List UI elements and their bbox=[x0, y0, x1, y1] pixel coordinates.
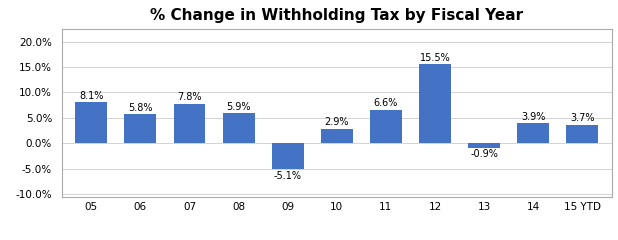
Text: 6.6%: 6.6% bbox=[374, 98, 398, 108]
Text: 2.9%: 2.9% bbox=[324, 117, 349, 127]
Text: 15.5%: 15.5% bbox=[420, 53, 451, 63]
Text: -0.9%: -0.9% bbox=[470, 150, 498, 159]
Bar bbox=[468, 143, 500, 148]
Bar bbox=[124, 114, 156, 143]
Text: 5.8%: 5.8% bbox=[128, 102, 153, 113]
Text: 3.7%: 3.7% bbox=[570, 113, 595, 123]
Bar bbox=[566, 125, 598, 143]
Text: 7.8%: 7.8% bbox=[177, 92, 201, 102]
Bar bbox=[517, 124, 549, 143]
Title: % Change in Withholding Tax by Fiscal Year: % Change in Withholding Tax by Fiscal Ye… bbox=[150, 8, 523, 24]
Text: 8.1%: 8.1% bbox=[79, 91, 103, 101]
Bar bbox=[174, 104, 205, 143]
Bar bbox=[419, 64, 451, 143]
Text: 3.9%: 3.9% bbox=[521, 112, 546, 122]
Bar bbox=[272, 143, 303, 169]
Bar bbox=[222, 113, 255, 143]
Bar bbox=[75, 102, 108, 143]
Bar bbox=[321, 129, 353, 143]
Text: -5.1%: -5.1% bbox=[274, 171, 302, 181]
Text: 5.9%: 5.9% bbox=[226, 102, 251, 112]
Bar bbox=[370, 110, 402, 143]
